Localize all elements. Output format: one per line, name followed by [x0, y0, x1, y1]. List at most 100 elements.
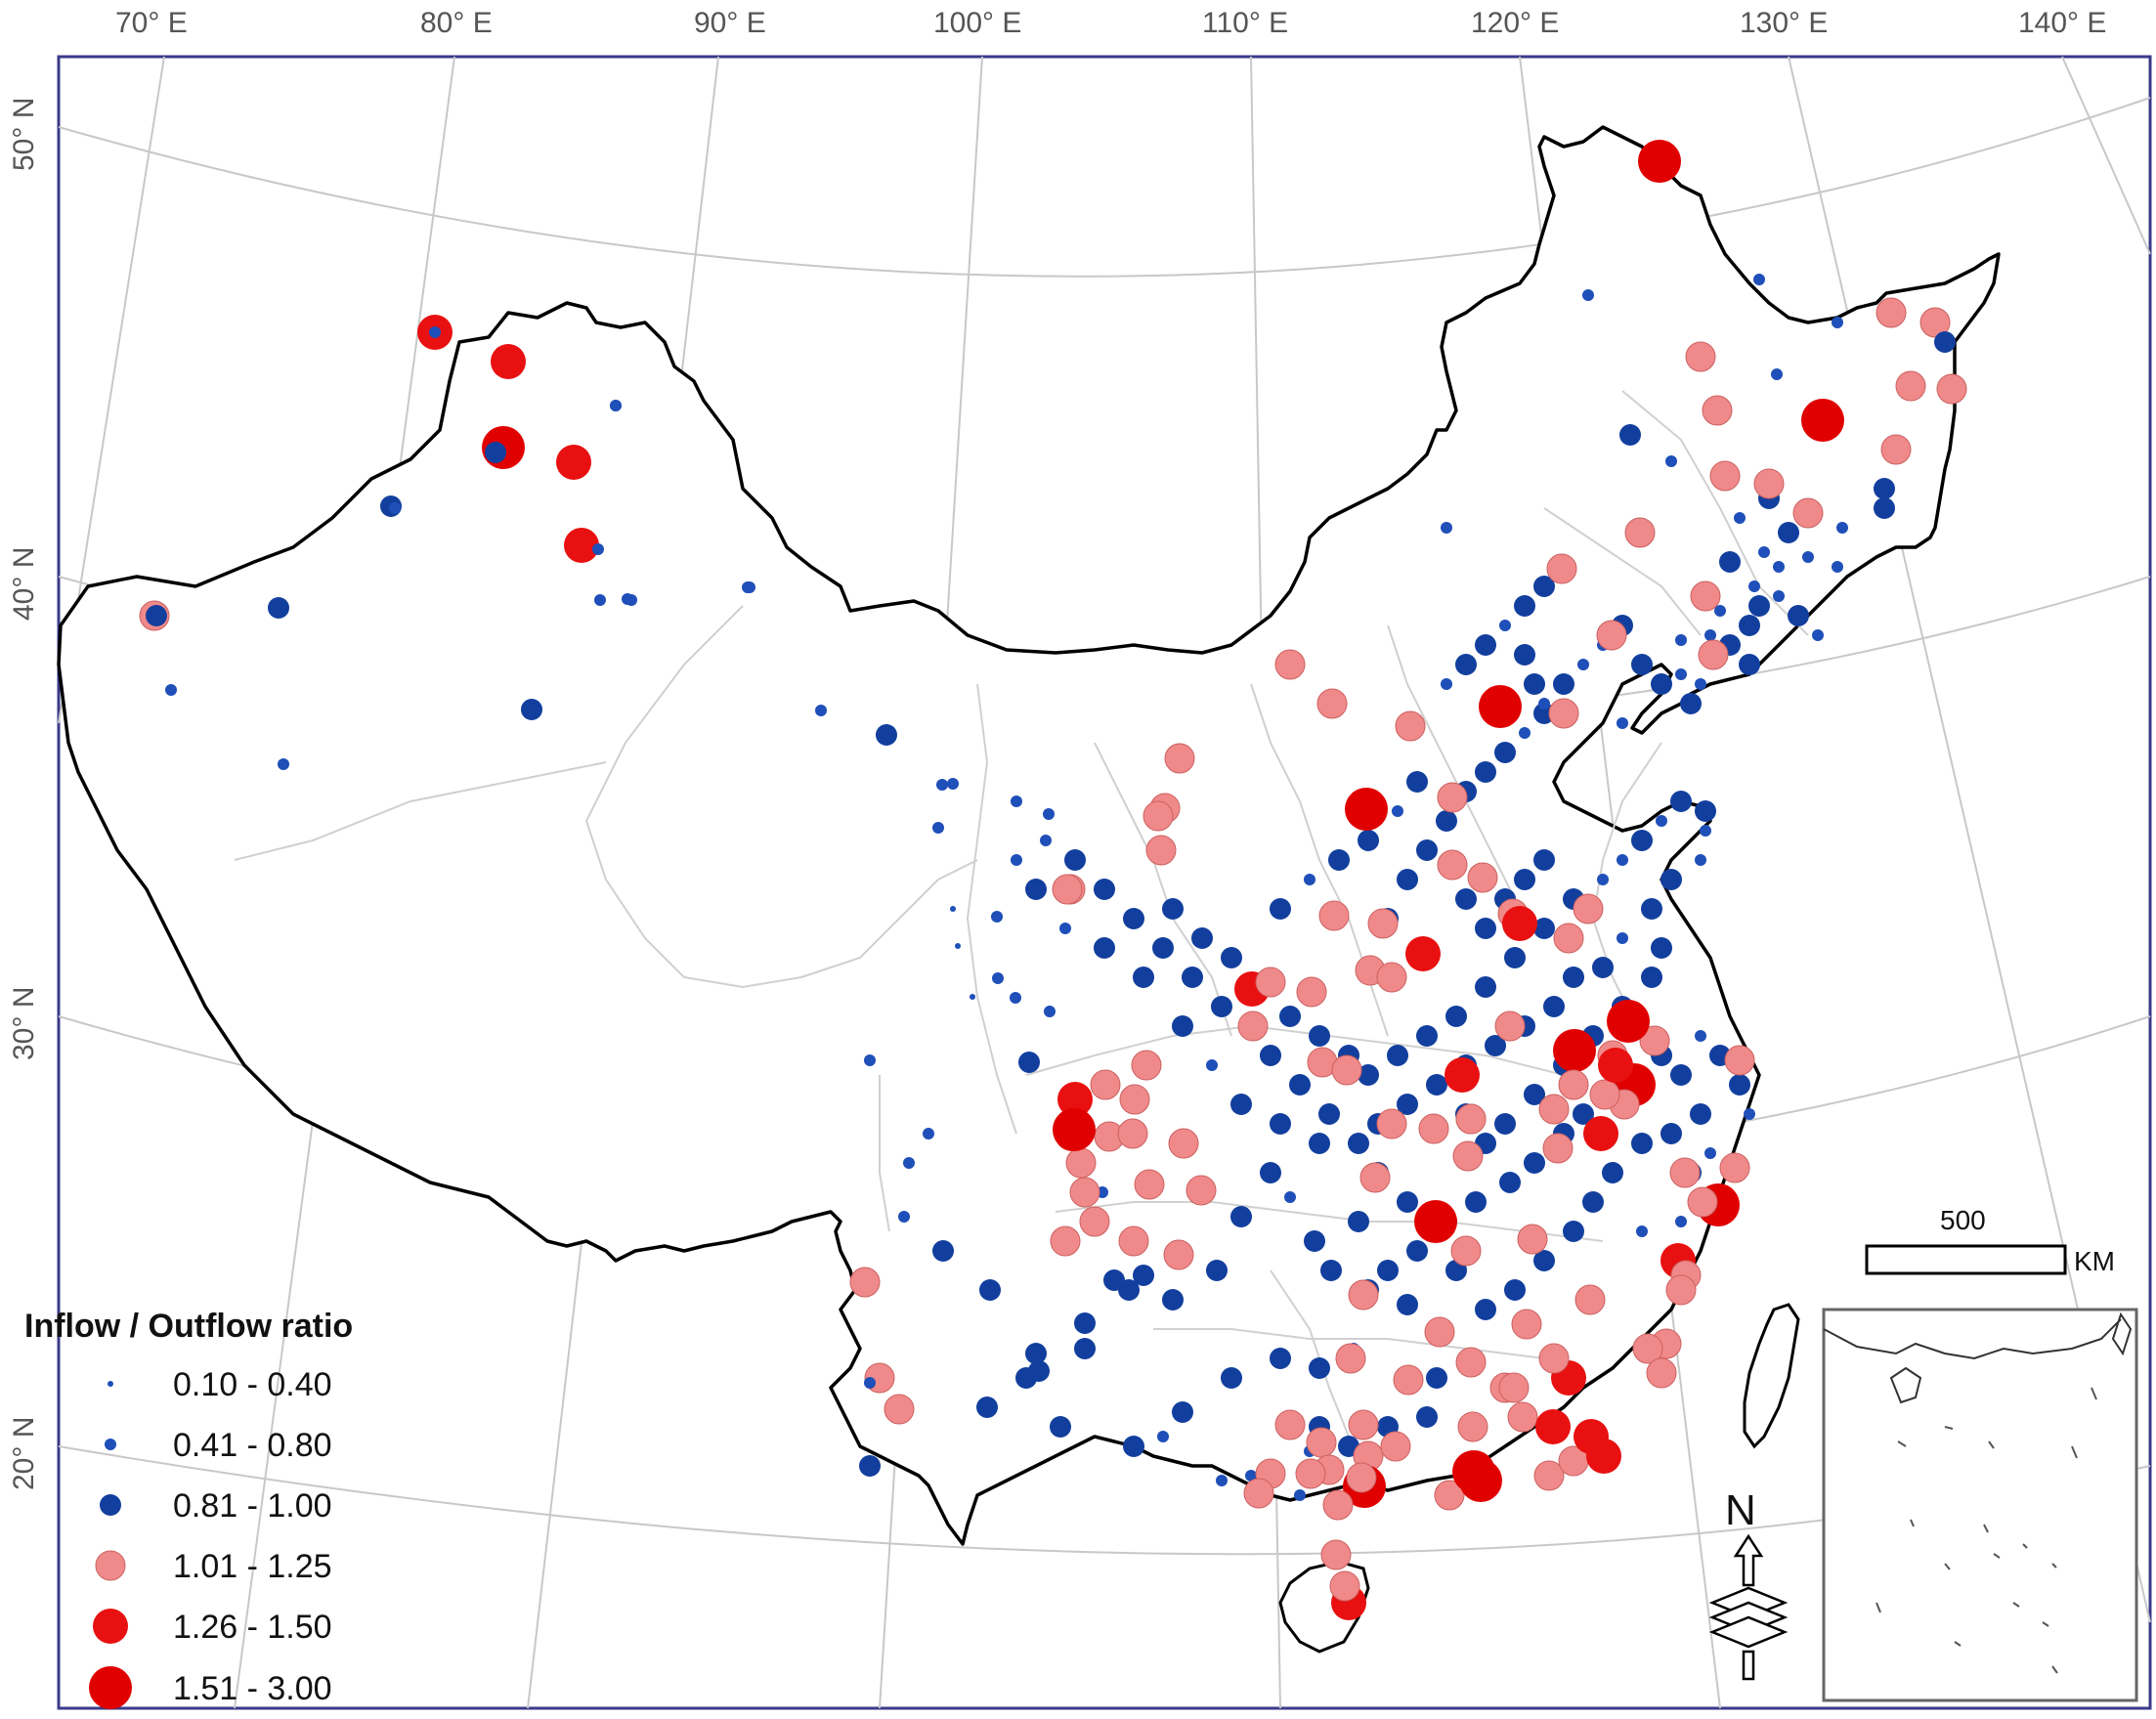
station-point [1687, 1186, 1718, 1218]
station-point [1028, 1360, 1050, 1382]
station-point [1494, 1113, 1516, 1135]
lon-tick-labels: 70° E 80° E 90° E 100° E 110° E 120° E 1… [115, 7, 2106, 39]
station-point [1011, 854, 1022, 866]
station-point [1414, 1200, 1457, 1243]
station-point [1895, 370, 1926, 402]
station-point [1758, 546, 1770, 558]
station-point [1485, 1035, 1506, 1056]
station-point [1524, 1152, 1545, 1174]
station-point [1441, 522, 1452, 534]
station-point [146, 605, 167, 626]
station-point [1753, 468, 1785, 499]
lon-label-70: 70° E [115, 7, 188, 39]
lon-label-110: 110° E [1202, 7, 1288, 39]
station-point [521, 699, 542, 720]
station-point [1145, 835, 1177, 866]
legend-item-1: 0.41 - 0.80 [105, 1427, 332, 1464]
station-point [1270, 898, 1291, 920]
station-point [1397, 1094, 1418, 1115]
station-point [864, 1054, 876, 1066]
station-point [1511, 1309, 1542, 1340]
station-point [1553, 923, 1584, 954]
station-point [1704, 1147, 1716, 1159]
station-point [1533, 1250, 1555, 1271]
station-point [1617, 932, 1628, 944]
station-point [1152, 937, 1174, 959]
station-point [1436, 810, 1457, 832]
station-point [1010, 992, 1021, 1004]
station-point [1607, 1000, 1650, 1043]
station-point [1499, 1172, 1521, 1193]
station-point [1295, 1458, 1326, 1489]
station-point [1874, 497, 1895, 519]
station-point [1230, 1206, 1252, 1227]
inset-map [1822, 1308, 2138, 1702]
station-point [1206, 1260, 1228, 1281]
station-point [1573, 893, 1604, 924]
station-point [491, 344, 526, 379]
station-point [1778, 522, 1799, 543]
legend-label-5: 1.51 - 3.00 [173, 1670, 332, 1707]
station-point [1675, 668, 1687, 680]
legend-item-2: 0.81 - 1.00 [100, 1487, 332, 1525]
station-point [1589, 1079, 1620, 1110]
station-point [1504, 1279, 1526, 1301]
station-point [1143, 800, 1174, 832]
station-point [1118, 1225, 1149, 1257]
station-point [1025, 1343, 1047, 1364]
station-point [1331, 1054, 1362, 1086]
legend-item-5: 1.51 - 3.00 [89, 1666, 332, 1709]
station-point [1670, 1064, 1692, 1086]
station-point [1651, 673, 1672, 695]
station-point [1748, 595, 1770, 617]
station-point [903, 1157, 915, 1169]
station-point [1452, 1140, 1484, 1172]
station-point [1685, 341, 1716, 372]
station-point [1052, 874, 1083, 905]
station-point [884, 1394, 915, 1425]
station-point [1211, 996, 1232, 1017]
station-point [947, 778, 959, 790]
station-point [1704, 629, 1716, 641]
station-point [1424, 1316, 1455, 1348]
legend-symbol-5 [89, 1666, 132, 1709]
north-arrow-label: N [1725, 1486, 1756, 1534]
station-point [1467, 862, 1498, 893]
station-point [1270, 1348, 1291, 1369]
station-point [1558, 1069, 1589, 1100]
station-point [1053, 1108, 1096, 1151]
station-point [1729, 1074, 1750, 1096]
station-point [1632, 1333, 1663, 1364]
station-point [1533, 703, 1555, 724]
inset-islands [1876, 1387, 2097, 1674]
station-point [1475, 634, 1496, 656]
station-point [622, 593, 633, 605]
station-point [1563, 967, 1584, 988]
station-point [1309, 1025, 1330, 1047]
station-point [1598, 1048, 1633, 1083]
station-point [1376, 1108, 1407, 1139]
station-point [1874, 478, 1895, 499]
station-point [1675, 634, 1687, 646]
station-point [1602, 1162, 1623, 1183]
station-point [1040, 835, 1052, 846]
station-point [1216, 1475, 1228, 1486]
station-point [1237, 1010, 1269, 1042]
station-point [1543, 996, 1565, 1017]
station-point [1535, 1409, 1571, 1444]
station-point [1788, 605, 1809, 626]
station-point [1416, 1025, 1438, 1047]
station-point [1792, 497, 1824, 529]
station-point [1416, 1406, 1438, 1428]
station-point [1131, 1050, 1162, 1081]
station-point [1773, 561, 1785, 573]
station-point [1133, 1265, 1154, 1286]
legend-title: Inflow / Outflow ratio [24, 1308, 353, 1345]
station-point [1191, 927, 1213, 949]
station-point [1405, 936, 1441, 971]
station-point [1665, 1274, 1697, 1306]
station-point [1306, 1427, 1337, 1458]
station-point [742, 581, 754, 593]
station-point [955, 943, 961, 949]
station-point [1479, 685, 1522, 728]
